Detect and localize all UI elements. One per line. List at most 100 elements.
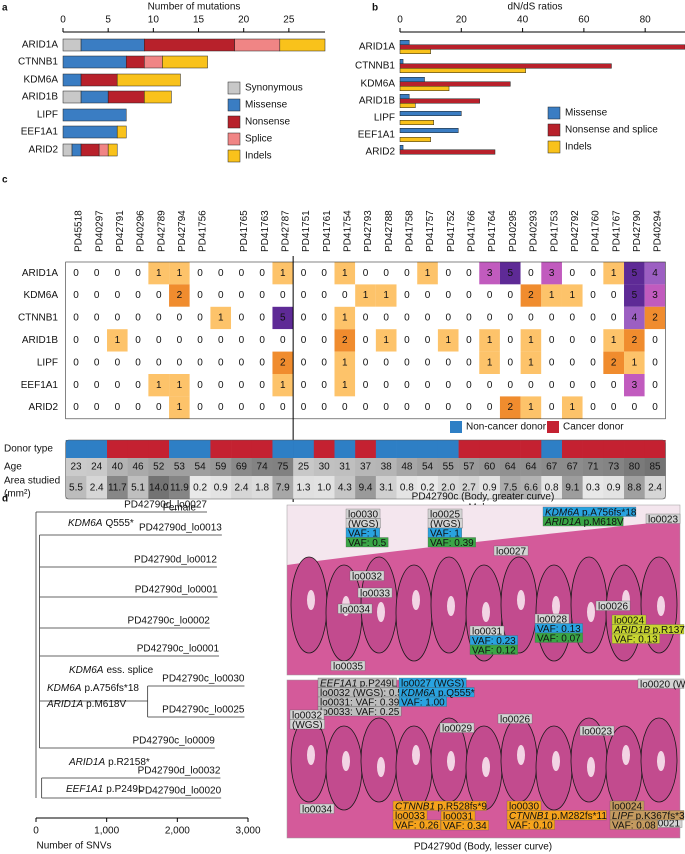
cell-value: 0 <box>177 313 183 324</box>
cell-value: 1 <box>177 402 183 413</box>
mutation: p.R2158* <box>108 757 150 768</box>
x-tick-label: 60 <box>578 15 590 26</box>
label-box <box>427 537 476 548</box>
cell-value: 1 <box>342 357 348 368</box>
heat-cell <box>313 262 335 285</box>
age-value: 85 <box>649 462 661 473</box>
age-value: 30 <box>319 462 331 473</box>
area-value: 1.3 <box>297 483 311 494</box>
cell-value: 0 <box>239 380 245 391</box>
age-value: 23 <box>70 462 82 473</box>
area-cell <box>251 476 273 499</box>
heat-cell <box>499 262 521 285</box>
label-text: VAF: 1 <box>348 528 378 539</box>
cell-value: 0 <box>363 357 369 368</box>
age-cell <box>520 458 542 476</box>
heat-cell <box>127 396 149 419</box>
x-tick-label: 25 <box>283 15 295 26</box>
cell-value: 0 <box>466 402 472 413</box>
donor-cell <box>396 440 418 458</box>
heat-cell <box>561 306 583 330</box>
cell-value: 1 <box>177 380 183 391</box>
heat-cell <box>107 262 128 285</box>
cell-value: 3 <box>652 290 658 301</box>
heat-cell <box>293 396 314 419</box>
label-box <box>337 603 373 614</box>
heat-cell <box>644 284 666 307</box>
heat-cell <box>561 262 583 285</box>
cell-value: 2 <box>177 290 183 301</box>
donor-cell <box>210 440 232 458</box>
gene: ARID1A <box>544 516 581 527</box>
cell-value: 0 <box>549 357 555 368</box>
area-cell <box>210 476 232 499</box>
label-text: p.A756fs*18 <box>582 507 637 518</box>
gland-lumen <box>657 596 665 616</box>
photo-label: VAF: 0.08 <box>612 820 656 831</box>
cell-value: 0 <box>321 402 327 413</box>
heat-cell <box>644 396 666 419</box>
cell-value: 1 <box>156 380 162 391</box>
photo-label: lo0033: VAF: 0.25 <box>320 706 400 717</box>
column-label: PD41764 <box>487 210 498 252</box>
area-value: 7.9 <box>276 483 290 494</box>
label-box <box>637 678 685 689</box>
label-text: lo0032 <box>292 710 322 721</box>
legend-swatch <box>547 421 559 433</box>
label-text: VAF: 0.39 <box>430 537 474 548</box>
column-label: PD41753 <box>549 210 560 252</box>
cell-value: 0 <box>445 313 451 324</box>
category-label: ARID2 <box>29 145 59 156</box>
cell-value: 0 <box>135 380 141 391</box>
heat-cell <box>210 284 232 307</box>
photo-label: lo0023 <box>648 514 678 525</box>
cell-value: 0 <box>73 290 79 301</box>
heat-cell <box>169 329 190 352</box>
label-box <box>440 820 489 831</box>
heat-cell <box>189 351 211 374</box>
gland-outline <box>395 725 433 811</box>
cell-value: 0 <box>528 313 534 324</box>
heat-cell <box>107 306 128 330</box>
cell-value: 0 <box>611 402 617 413</box>
cell-value: 0 <box>383 313 389 324</box>
age-value: 38 <box>381 462 393 473</box>
label-text: lo0031: VAF: 0.39 <box>320 697 400 708</box>
cell-value: 0 <box>259 313 265 324</box>
label-text: VAF: 1 <box>430 528 460 539</box>
row-label: KDM6A <box>24 290 59 301</box>
heat-cell <box>272 284 294 307</box>
bar <box>399 120 434 125</box>
cell-value: 0 <box>404 290 410 301</box>
heat-cell <box>334 262 356 285</box>
cell-value: 0 <box>570 268 576 279</box>
area-cell <box>107 476 128 499</box>
label-text: VAF: 0.5 <box>348 537 387 548</box>
photo-label: VAF: 0.5 <box>348 537 387 548</box>
label-text: lo0031 <box>472 626 502 637</box>
heat-cell <box>499 396 521 419</box>
heat-cell <box>127 351 149 374</box>
row-unit: (mm²) <box>4 489 31 500</box>
heat-cell <box>582 262 604 285</box>
cell-value: 2 <box>652 313 658 324</box>
area-cell <box>272 476 294 499</box>
bar-segment <box>80 90 109 104</box>
bar-segment <box>62 73 82 87</box>
area-value: 2.4 <box>648 483 662 494</box>
label-text: p.P249L <box>360 678 398 689</box>
area-cell <box>313 476 335 499</box>
cell-value: 0 <box>570 357 576 368</box>
x-tick-label: 3,000 <box>235 826 260 837</box>
donor-cell <box>624 440 645 458</box>
cell-value: 1 <box>342 380 348 391</box>
heat-cell <box>86 374 108 397</box>
age-cell <box>603 458 625 476</box>
cell-value: 0 <box>507 380 513 391</box>
photo-label: lo0020 (WGS) <box>640 679 685 690</box>
age-cell <box>582 458 604 476</box>
photo-label: lo0032 <box>352 571 382 582</box>
cell-value: 0 <box>383 402 389 413</box>
age-cell <box>127 458 149 476</box>
category-label: EEF1A1 <box>358 130 396 141</box>
